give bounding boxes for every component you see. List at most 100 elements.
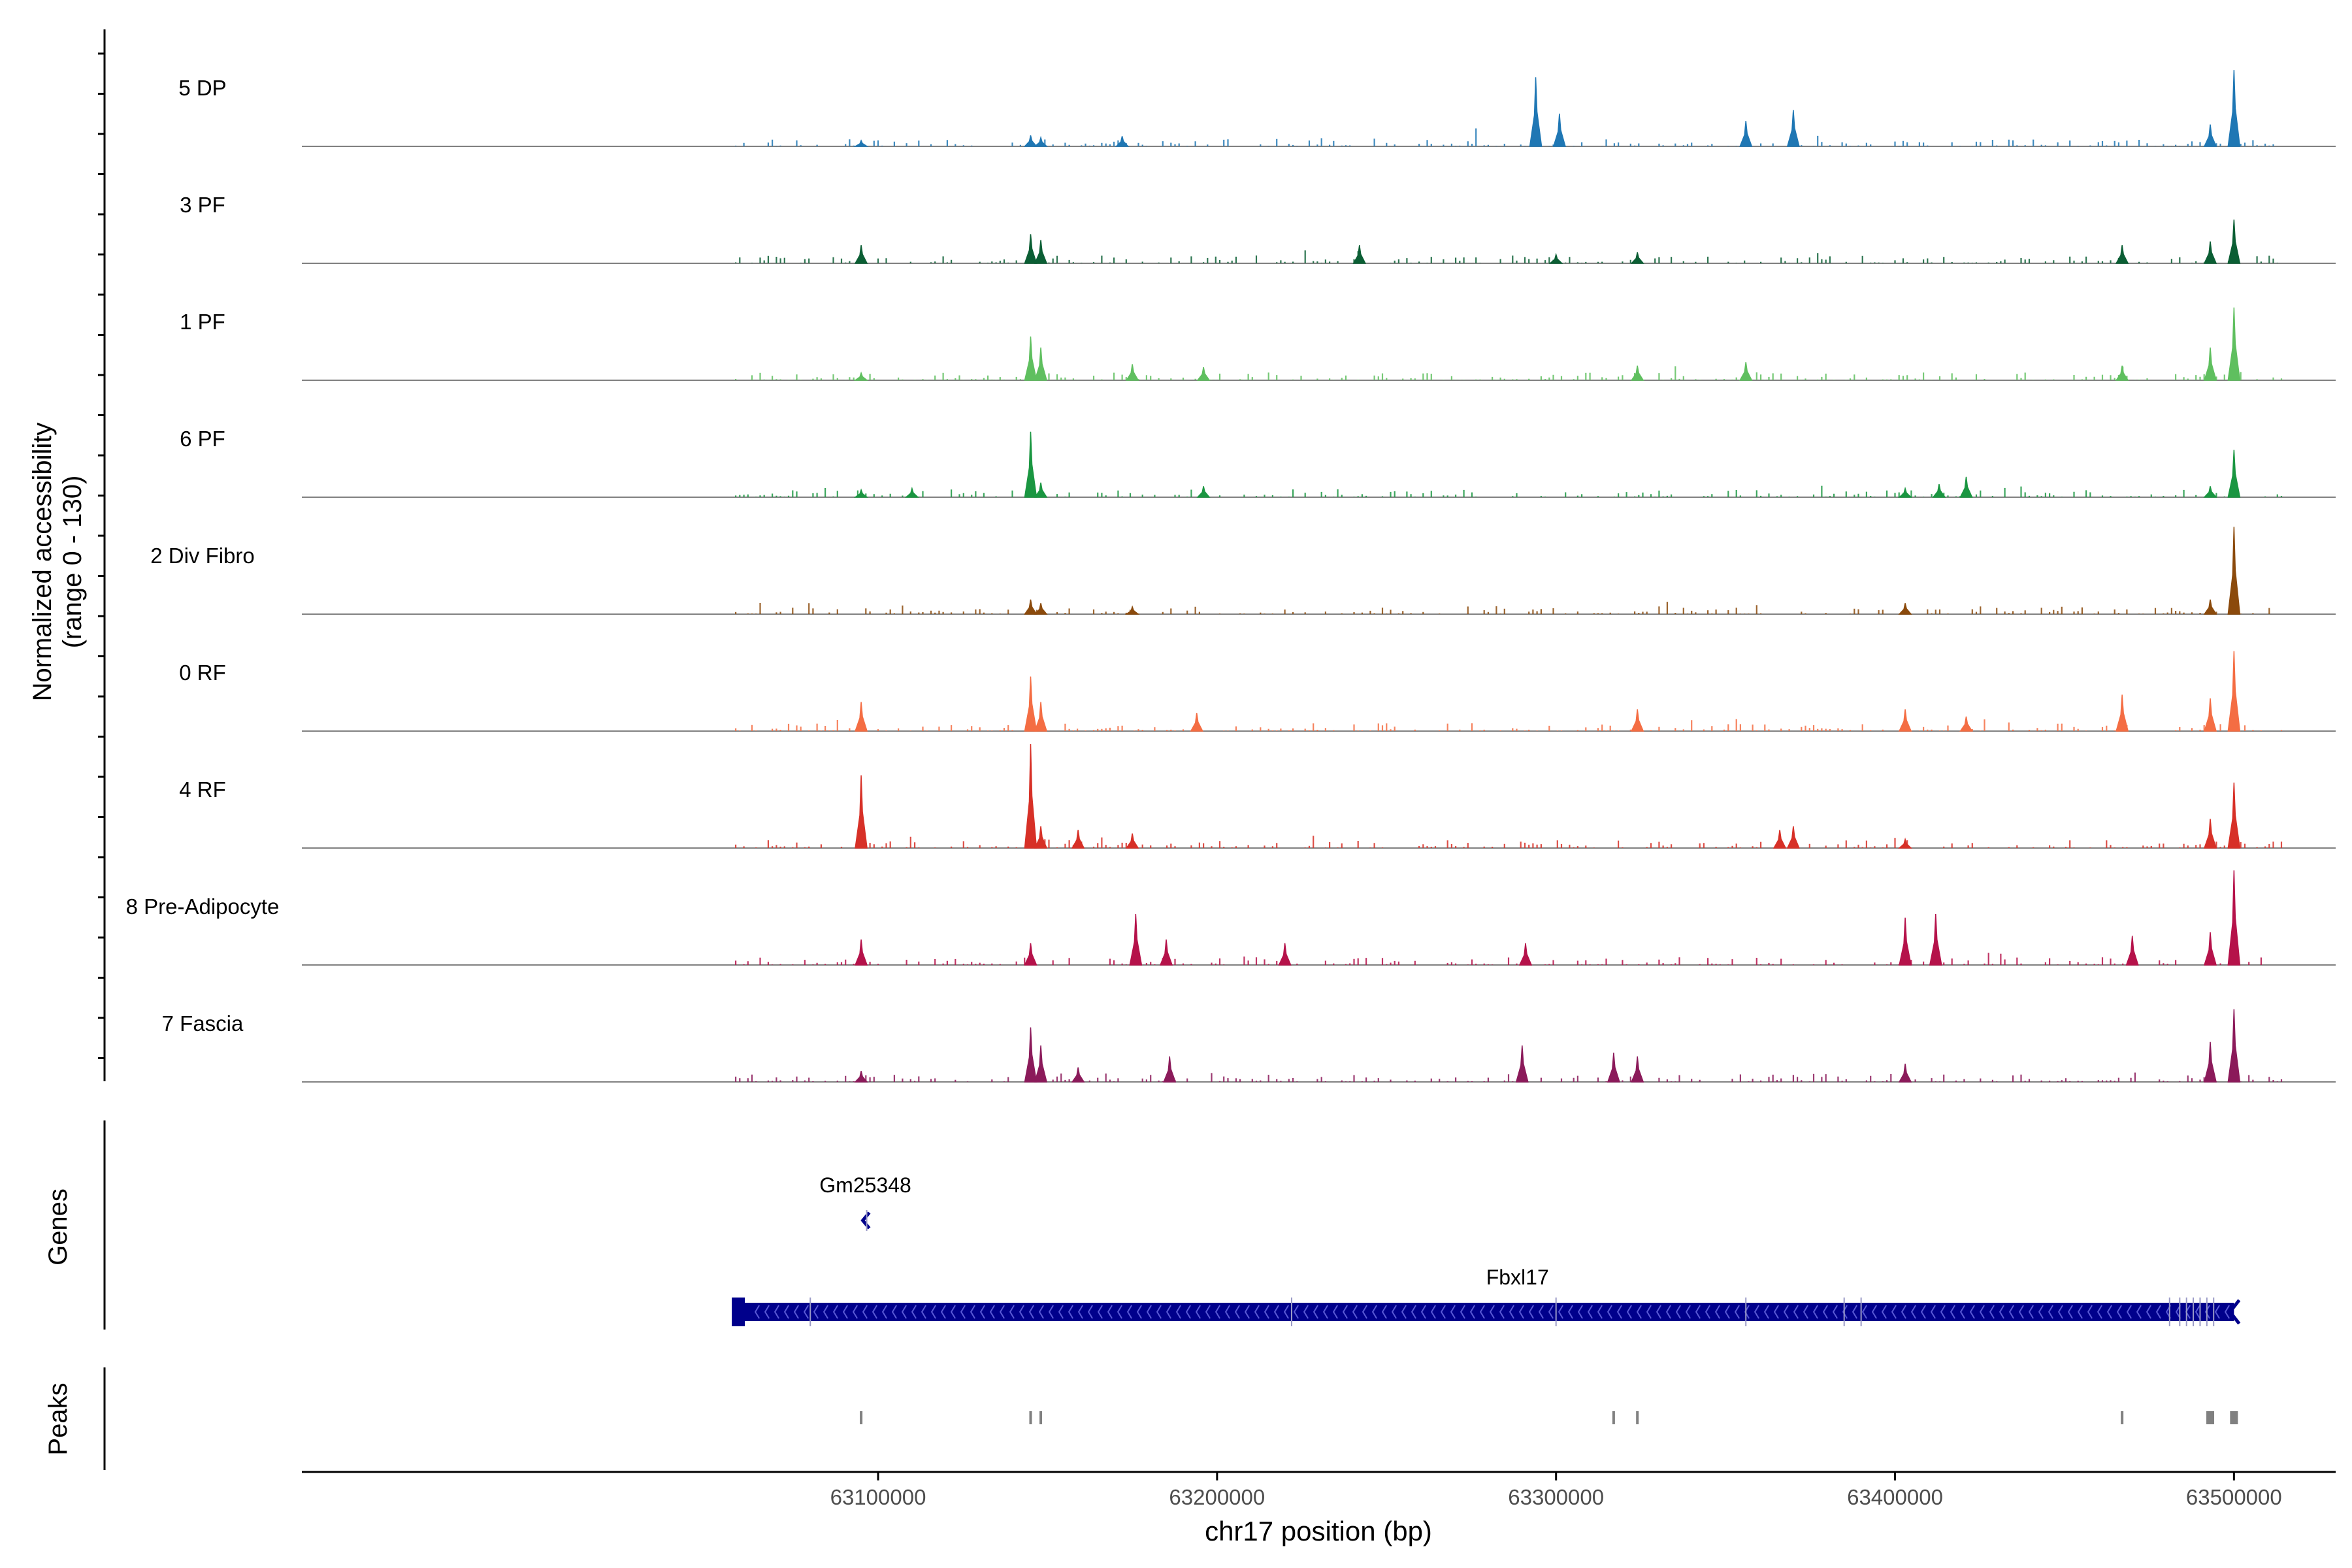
gene-label: Gm25348 xyxy=(819,1173,911,1197)
peak-mark xyxy=(1898,709,1912,732)
peak-mark xyxy=(904,486,919,498)
peak-mark xyxy=(1739,120,1753,147)
peak-mark xyxy=(2227,70,2241,147)
gene-end-arrow xyxy=(2228,1299,2241,1325)
peak-mark xyxy=(1034,1045,1048,1083)
peak-mark xyxy=(1196,367,1211,381)
x-axis-ticks: 63100000 63200000 63300000 63400000 63500000 xyxy=(830,1472,2282,1509)
x-tick-label: 63400000 xyxy=(1847,1485,1943,1509)
peak-mark xyxy=(1024,431,1037,498)
peak-region xyxy=(860,1411,863,1424)
peak-mark xyxy=(1159,939,1173,966)
peak-mark xyxy=(1786,110,1800,147)
peak-mark xyxy=(2204,1041,2217,1083)
gene-fbxl17: Fbxl17 xyxy=(732,1266,2241,1326)
peak-mark xyxy=(1631,1056,1644,1083)
peak-mark xyxy=(1071,830,1085,849)
coverage-y-ticks xyxy=(98,52,105,1059)
gene-strand-arrows xyxy=(754,1305,2230,1319)
track-6-pf: 6 PF xyxy=(180,427,2336,498)
peak-region xyxy=(1612,1411,1615,1424)
peak-mark xyxy=(853,371,869,381)
peak-mark xyxy=(2115,365,2129,381)
x-tick-label: 63300000 xyxy=(1508,1485,1604,1509)
peak-mark xyxy=(2227,527,2241,615)
peak-mark xyxy=(2227,449,2241,498)
peak-mark xyxy=(1023,135,1038,147)
peak-mark xyxy=(1929,914,1942,966)
x-tick-label: 63200000 xyxy=(1169,1485,1265,1509)
track-background-signal xyxy=(735,602,2270,614)
peak-mark xyxy=(1024,943,1037,966)
peak-mark xyxy=(2203,819,2217,849)
gene-exon xyxy=(732,1298,745,1326)
gene-gm25348: Gm25348 xyxy=(819,1173,911,1231)
y-axis-title-line1: Normalized accessibility xyxy=(28,423,57,702)
peak-region xyxy=(1039,1411,1043,1424)
peak-mark xyxy=(1515,1045,1529,1083)
peak-mark xyxy=(1898,837,1912,849)
peak-mark xyxy=(1898,486,1912,498)
peak-mark xyxy=(1024,234,1037,264)
peak-mark xyxy=(2227,651,2241,732)
peak-mark xyxy=(1115,136,1130,147)
peak-mark xyxy=(1034,135,1048,147)
peak-mark xyxy=(1630,365,1644,381)
peak-mark xyxy=(2115,245,2129,264)
peak-region xyxy=(1636,1411,1639,1424)
track-label: 1 PF xyxy=(180,310,225,334)
peak-mark xyxy=(1739,362,1753,381)
track-3-pf: 3 PF xyxy=(180,193,2336,264)
peak-mark xyxy=(1196,486,1211,498)
track-8-pre-adipocyte: 8 Pre-Adipocyte xyxy=(126,870,2336,966)
peaks-panel-label: Peaks xyxy=(44,1382,73,1455)
peak-region xyxy=(1029,1411,1032,1424)
track-label: 6 PF xyxy=(180,427,225,451)
peak-mark xyxy=(1899,917,1912,966)
track-label: 7 Fascia xyxy=(162,1011,244,1036)
peak-region xyxy=(2206,1411,2215,1424)
y-axis-title: Normalized accessibility (range 0 - 130) xyxy=(28,423,87,702)
track-1-pf: 1 PF xyxy=(180,307,2336,381)
peak-mark xyxy=(2227,307,2241,381)
x-tick-label: 63500000 xyxy=(2186,1485,2282,1509)
track-background-signal xyxy=(735,719,2283,731)
peak-mark xyxy=(1607,1053,1620,1083)
peak-mark xyxy=(855,702,868,732)
peak-mark xyxy=(1548,252,1563,264)
track-label: 0 RF xyxy=(179,661,226,685)
peak-region xyxy=(2230,1411,2238,1424)
gene-annotations: Gm25348 Fbxl17 xyxy=(732,1173,2241,1326)
peak-mark xyxy=(1898,603,1912,615)
track-0-rf: 0 RF xyxy=(179,651,2336,732)
track-label: 2 Div Fibro xyxy=(150,544,255,568)
peak-mark xyxy=(2227,220,2241,264)
peak-mark xyxy=(1125,833,1139,849)
track-background-signal xyxy=(735,1072,2283,1082)
peak-mark xyxy=(854,1071,868,1083)
peak-mark xyxy=(1631,709,1644,732)
track-background-signal xyxy=(735,836,2283,848)
peak-mark xyxy=(2203,124,2217,147)
track-label: 3 PF xyxy=(180,193,225,217)
track-background-signal xyxy=(735,366,2283,380)
track-background-signal xyxy=(735,485,2283,497)
track-background-signal xyxy=(735,128,2274,146)
peak-mark xyxy=(1190,713,1203,732)
peak-mark xyxy=(854,939,868,966)
peak-mark xyxy=(1898,1064,1912,1083)
peak-mark xyxy=(1529,77,1543,147)
peak-mark xyxy=(2227,1009,2241,1083)
peak-mark xyxy=(2115,694,2129,732)
peak-mark xyxy=(1124,605,1140,615)
peak-region xyxy=(2121,1411,2124,1424)
y-axis-title-line2: (range 0 - 130) xyxy=(58,476,87,649)
track-background-signal xyxy=(735,953,2262,965)
peak-mark xyxy=(1024,743,1037,849)
peak-regions xyxy=(860,1411,2238,1424)
peak-mark xyxy=(1129,914,1143,966)
peak-mark xyxy=(1034,603,1048,615)
peak-mark xyxy=(2203,241,2217,264)
peak-mark xyxy=(1630,252,1644,264)
